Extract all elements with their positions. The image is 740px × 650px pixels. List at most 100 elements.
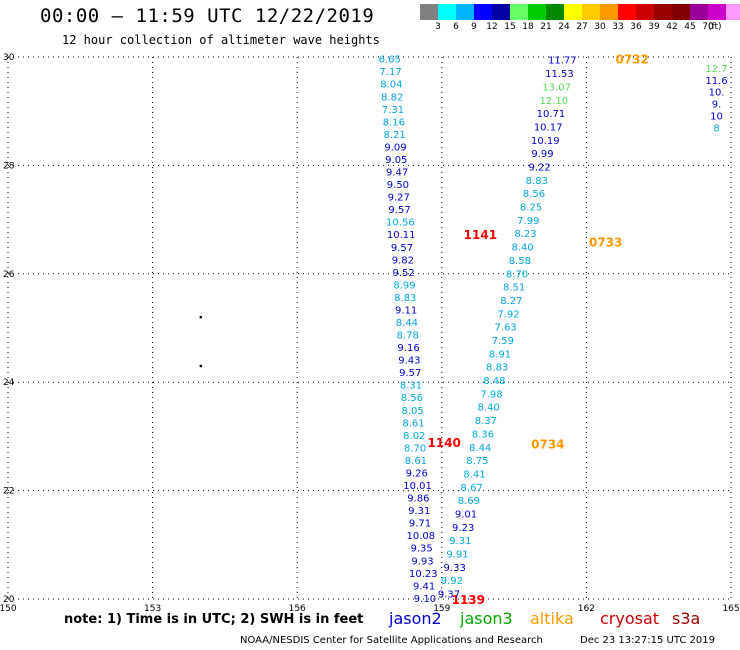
lon-tick-label: 153 [144,604,161,614]
wave-height-value: 9.41 [413,581,435,592]
wave-height-value: 10.71 [537,109,566,120]
legend-swatch [672,4,690,20]
wave-height-value: 8.44 [396,318,418,329]
legend-swatch [564,4,582,20]
wave-height-value: 12.10 [539,96,568,107]
wave-height-value: 8.83 [526,176,548,187]
wave-height-value: 9.10 [414,594,436,605]
wave-height-value: 9.99 [531,149,553,160]
wave-height-value: 8.02 [403,431,425,442]
wave-height-value: 9.37 [438,590,460,601]
color-scale-legend [420,4,740,20]
pass-time-label: 1140 [428,436,461,450]
wave-height-value: 8.58 [509,256,531,267]
wave-height-value: 8.99 [393,280,415,291]
credit-text: NOAA/NESDIS Center for Satellite Applica… [240,635,543,646]
wave-height-value: 9.31 [408,506,430,517]
wave-height-value: 9.16 [397,343,419,354]
wave-height-value: 8.31 [400,381,422,392]
wave-height-value: 8.51 [503,283,525,294]
wave-height-value: 8.37 [475,416,497,427]
wave-height-value: 9.31 [449,536,471,547]
satellite-altika-label: altika [530,609,574,628]
wave-height-value: 8.70 [506,269,528,280]
wave-height-value: 7.59 [492,336,514,347]
lat-tick-label: 20 [3,595,15,605]
lat-tick-label: 26 [3,270,15,280]
page-subtitle: 12 hour collection of altimeter wave hei… [62,33,380,47]
wave-height-value: 8.69 [458,496,480,507]
wave-height-value: 9.50 [387,180,409,191]
wave-height-value: 9.92 [441,576,463,587]
wave-height-value: 9.43 [398,356,420,367]
wave-height-value: 11.53 [545,69,574,80]
lon-tick-label: 162 [578,604,595,614]
wave-height-value: 8.40 [478,403,500,414]
wave-height-value: 8.67 [461,483,483,494]
land-marker [199,364,203,368]
wave-height-value: 11.77 [548,56,577,67]
wave-height-value: 10. [709,88,725,99]
wave-height-value: 10.01 [403,481,432,492]
wave-height-value: 10.19 [531,136,560,147]
wave-height-value: 6.65 [379,55,401,66]
legend-swatch [456,4,474,20]
wave-height-value: 9.09 [384,142,406,153]
wave-height-value: 10.17 [534,122,563,133]
land-marker [199,315,203,319]
pass-time-label: 0733 [589,235,622,249]
wave-height-value: 8.48 [483,376,505,387]
wave-height-value: 8.75 [466,456,488,467]
lat-tick-label: 28 [3,161,15,171]
wave-height-value: 9.26 [406,468,428,479]
wave-height-value: 8.40 [512,243,534,254]
legend-label: 9 [471,22,477,32]
wave-height-value: 9.22 [529,162,551,173]
wave-height-value: 7.99 [517,216,539,227]
legend-label: 24 [558,22,570,32]
pass-time-label: 1139 [452,593,485,607]
pass-time-label: 0732 [615,53,648,67]
legend-swatch [492,4,510,20]
wave-height-value: 7.92 [497,309,519,320]
pass-time-label: 1141 [464,228,497,242]
wave-height-value: 7.31 [382,105,404,116]
satellite-s3a-label: s3a [672,609,701,628]
legend-swatch [582,4,600,20]
wave-height-value: 10.23 [409,569,438,580]
lon-tick-label: 150 [0,604,17,614]
legend-label: 15 [504,22,516,32]
wave-height-value: 10.56 [386,218,415,229]
wave-height-value: 9.27 [388,193,410,204]
legend-swatch [438,4,456,20]
legend-swatch [528,4,546,20]
wave-height-value: 9.57 [391,243,413,254]
legend-label: 36 [630,22,642,32]
wave-height-value: 10 [710,112,723,123]
wave-height-value: 8.44 [469,443,491,454]
wave-height-value: 9.47 [386,168,408,179]
wave-height-value: 7.98 [480,389,502,400]
wave-height-value: 8.82 [381,92,403,103]
wave-height-value: 8.05 [402,406,424,417]
wave-height-value: 9.91 [446,550,468,561]
wave-height-value: 8.83 [394,293,416,304]
satellite-jason3-label: jason3 [460,609,513,628]
legend-label: 42 [666,22,678,32]
legend-swatch [618,4,636,20]
wave-height-value: 9.35 [411,544,433,555]
satellite-cryosat-label: cryosat [600,609,660,628]
lat-tick-label: 30 [3,53,15,63]
legend-swatch [690,4,708,20]
legend-swatch [636,4,654,20]
legend-label: 27 [576,22,588,32]
wave-height-value: 9.86 [407,494,429,505]
pass-time-label: 0734 [531,437,564,451]
wave-height-value: 9.82 [392,255,414,266]
wave-height-value: 8.83 [486,363,508,374]
legend-label: 21 [540,22,552,32]
wave-height-value: 9.52 [393,268,415,279]
legend-label: 30 [594,22,606,32]
